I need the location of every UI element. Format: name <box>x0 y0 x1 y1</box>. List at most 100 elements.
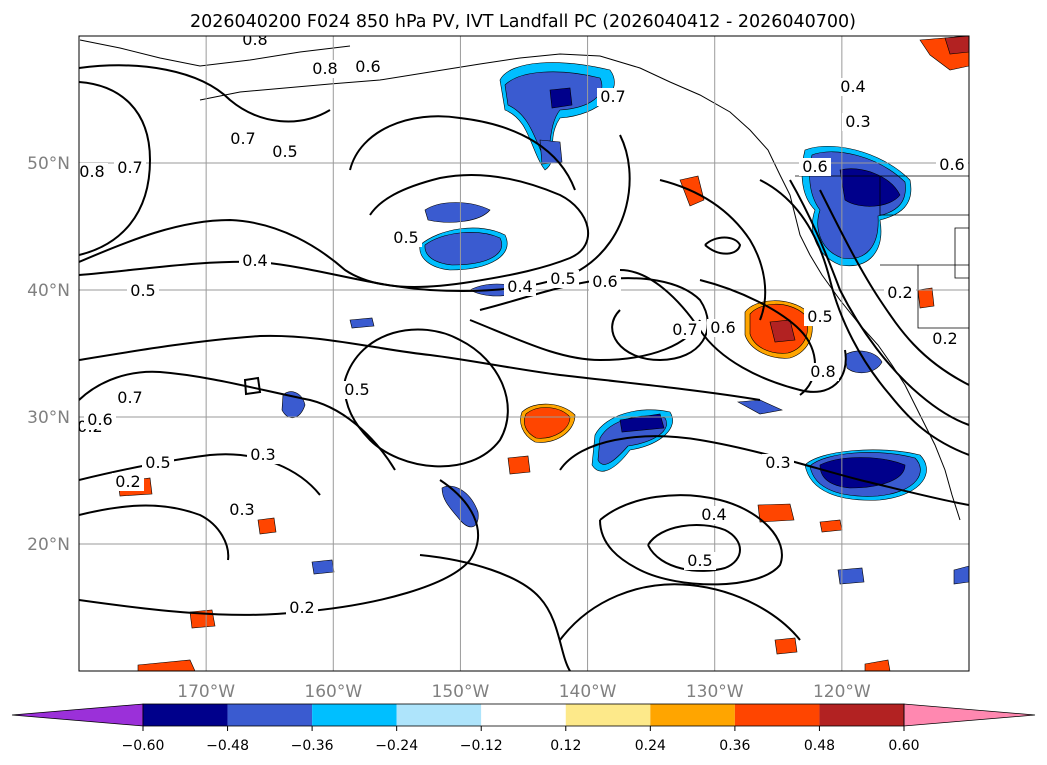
lat-label: 50°N <box>27 154 70 174</box>
pv-anomaly-patch <box>944 36 969 55</box>
contour-label-bg <box>547 270 579 288</box>
contour-label-bg <box>112 473 144 491</box>
contour-label: 0.8 <box>312 59 337 78</box>
contour-label: 0.5 <box>807 307 832 326</box>
contour-label: 0.3 <box>250 445 275 464</box>
contour-label-bg <box>352 58 384 76</box>
colorbar-ticks: −0.60 −0.48 −0.36 −0.24 −0.12 0.12 0.24 0.36 0.4… <box>122 726 920 754</box>
border-lines <box>795 175 969 329</box>
pv-anomaly-patch <box>619 413 665 433</box>
contour-label-bg <box>84 411 116 429</box>
contour-label-bg <box>142 454 174 472</box>
contour-label: 0.2 <box>115 472 140 491</box>
colorbar-segment <box>481 704 566 726</box>
contour-label: 0.6 <box>87 410 112 429</box>
colorbar: −0.60 −0.48 −0.36 −0.24 −0.12 0.12 0.24 0.36 0.4… <box>11 703 1036 754</box>
pv-anomaly-patch <box>507 455 531 475</box>
colorbar-segment <box>565 704 651 726</box>
contour-label-bg <box>684 552 716 570</box>
lon-label: 130°W <box>686 682 744 702</box>
contour-label-bg <box>669 321 701 339</box>
contour-label-bg <box>226 501 258 519</box>
contour-label-bg <box>286 599 318 617</box>
pv-anomaly-patch <box>504 71 603 161</box>
pv-anomaly-patch <box>349 317 375 329</box>
contour-label: 0.3 <box>765 453 790 472</box>
figure-title: 2026040200 F024 850 hPa PV, IVT Landfall… <box>190 12 856 32</box>
colorbar-segment <box>312 704 397 726</box>
contour-label: 0.5 <box>687 551 712 570</box>
map-panel[interactable]: 0.8 0.8 0.6 0.7 0.7 0.5 0.8 0.7 0.5 0.4 0.5 0.4 0.5 0… <box>74 30 970 672</box>
latitude-labels: 50°N 40°N 30°N 20°N <box>27 154 70 555</box>
contour-label-bg <box>269 143 301 161</box>
contour-label-bg <box>762 454 794 472</box>
colorbar-segment <box>143 704 228 726</box>
pv-anomaly-patch <box>819 519 843 533</box>
pv-anomaly-patch <box>257 517 277 535</box>
contour-label: 0.6 <box>355 57 380 76</box>
pv-anomaly-patch <box>953 565 969 585</box>
colorbar-segments <box>11 703 1036 727</box>
contour-label: 0.3 <box>229 500 254 519</box>
colorbar-tick-label: 0.60 <box>888 738 919 754</box>
pv-anomaly-patch <box>311 559 335 575</box>
contour-label-bg <box>239 252 271 270</box>
lat-label: 40°N <box>27 281 70 301</box>
contour-label: 0.4 <box>242 251 267 270</box>
contour-label: 0.6 <box>592 272 617 291</box>
pv-anomaly-patch <box>539 139 563 165</box>
contour-label: 0.5 <box>145 453 170 472</box>
contour-label: 0.5 <box>550 269 575 288</box>
contour-label-bg <box>884 284 916 302</box>
pv-anomaly-patch <box>917 287 935 309</box>
pv-contours <box>79 64 969 671</box>
contour-label: 0.6 <box>939 155 964 174</box>
colorbar-tick-label: −0.60 <box>122 738 165 754</box>
colorbar-tick-label: 0.48 <box>804 738 835 754</box>
pv-anomaly-patch <box>424 232 502 266</box>
contour-label-bg <box>597 88 629 106</box>
contour-label: 0.5 <box>344 380 369 399</box>
contour-label: 0.2 <box>932 329 957 348</box>
contour-label-bg <box>589 273 621 291</box>
contour-label-bg <box>390 229 422 247</box>
colorbar-segment <box>734 704 820 726</box>
contour-label: 0.6 <box>710 318 735 337</box>
contour-label-bg <box>127 282 159 300</box>
contour-label: 0.7 <box>117 158 142 177</box>
contour-label: 0.4 <box>507 277 532 296</box>
contour-label-bg <box>114 389 146 407</box>
lon-label: 160°W <box>304 682 362 702</box>
lon-label: 170°W <box>177 682 235 702</box>
pv-anomaly-patch <box>774 637 798 655</box>
contour-label: 0.8 <box>810 362 835 381</box>
contour-label-bg <box>837 78 869 96</box>
pv-anomaly-patch <box>524 407 571 439</box>
colorbar-tick-label: 0.24 <box>635 738 666 754</box>
contour-label: 0.4 <box>840 77 865 96</box>
lon-label: 140°W <box>559 682 617 702</box>
contour-label: 0.2 <box>887 283 912 302</box>
lat-label: 30°N <box>27 408 70 428</box>
contour-label: 0.5 <box>130 281 155 300</box>
colorbar-extend-high <box>903 703 1036 727</box>
map-frame <box>78 35 970 672</box>
contour-label: 0.7 <box>117 388 142 407</box>
coastline <box>199 53 961 521</box>
pv-anomaly-patch <box>757 503 795 523</box>
contour-label-bg <box>707 319 739 337</box>
pv-anomaly-patch <box>769 319 796 343</box>
contour-label: 0.7 <box>600 87 625 106</box>
colorbar-tick-label: −0.36 <box>291 738 334 754</box>
pv-anomaly-patch <box>839 168 901 207</box>
contour-label-bg <box>227 130 259 148</box>
contour-label-bg <box>804 308 836 326</box>
contour-label-bg <box>698 506 730 524</box>
pv-anomaly-patch <box>819 457 906 489</box>
contour-label: 0.5 <box>272 142 297 161</box>
coastline-alaska <box>79 39 351 67</box>
contour-label: 0.6 <box>802 157 827 176</box>
contour-label: 0.8 <box>242 30 267 49</box>
pv-anomaly-patch <box>137 659 196 671</box>
colorbar-segment <box>819 704 904 726</box>
